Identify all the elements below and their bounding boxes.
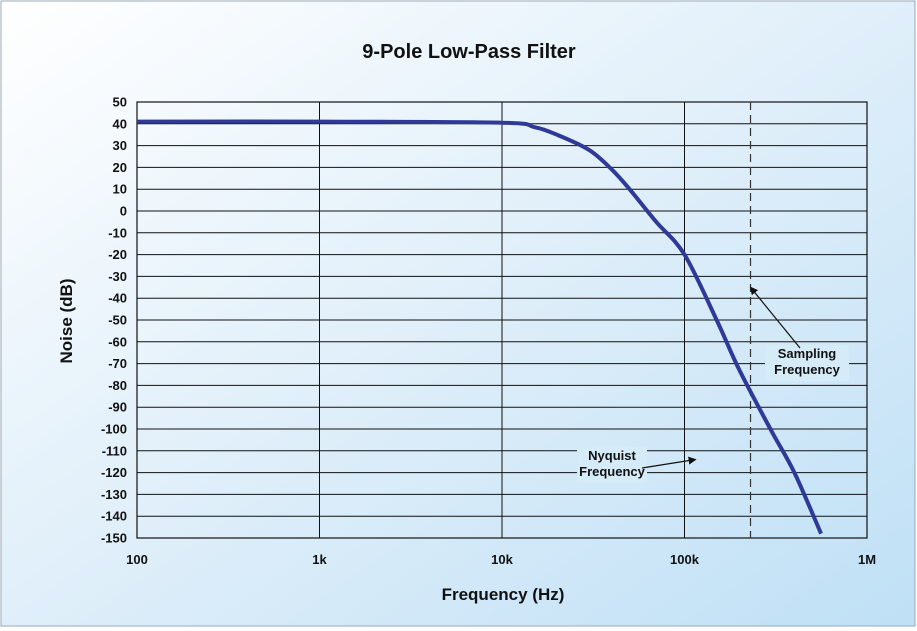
y-tick-label: -120 xyxy=(101,465,127,480)
y-tick-label: 50 xyxy=(113,95,127,110)
y-tick-label: -130 xyxy=(101,487,127,502)
y-tick-labels: 50 40 30 20 10 0 -10 -20 -30 -40 -50 -60 -70 -80 -90 -1… xyxy=(101,95,127,546)
annotation-text: Sampling xyxy=(778,346,837,361)
series-layer xyxy=(136,119,823,535)
y-tick-label: 30 xyxy=(113,138,127,153)
y-tick-label: -100 xyxy=(101,422,127,437)
y-tick-label: -10 xyxy=(108,225,127,240)
y-tick-label: -110 xyxy=(102,443,127,458)
y-axis-title: Noise (dB) xyxy=(57,279,76,364)
x-tick-label: 1k xyxy=(312,552,327,567)
y-tick-label: 20 xyxy=(113,160,127,175)
y-tick-label: -60 xyxy=(108,334,127,349)
x-tick-label: 1M xyxy=(858,552,876,567)
y-tick-label: 40 xyxy=(113,116,127,131)
y-tick-label: -90 xyxy=(108,400,127,415)
x-tick-labels: 100 1k 10k 100k 1M xyxy=(126,552,876,567)
y-tick-label: -140 xyxy=(101,509,127,524)
annotation-arrow xyxy=(641,456,697,469)
annotation-background xyxy=(577,447,647,483)
x-tick-label: 100k xyxy=(670,552,700,567)
y-tick-label: -70 xyxy=(108,356,127,371)
chart-title: 9-Pole Low-Pass Filter xyxy=(362,41,576,63)
y-tick-label: 0 xyxy=(120,204,127,219)
annotation-text: Nyquist xyxy=(588,448,636,463)
x-tick-label: 10k xyxy=(491,552,513,567)
annotation-text: Frequency xyxy=(579,464,646,479)
series-line xyxy=(136,119,823,535)
y-tick-label: -20 xyxy=(108,247,127,262)
grid xyxy=(136,101,868,539)
x-axis-title: Frequency (Hz) xyxy=(442,585,565,604)
annotation-text: Frequency xyxy=(774,362,841,377)
x-tick-label: 100 xyxy=(126,552,148,567)
plot-border xyxy=(136,101,868,539)
y-tick-label: -80 xyxy=(108,378,127,393)
y-tick-label: -30 xyxy=(108,269,127,284)
annotation-background xyxy=(765,345,849,381)
y-tick-label: 10 xyxy=(113,182,127,197)
y-tick-label: -50 xyxy=(108,313,127,328)
annotation-arrow xyxy=(749,286,801,349)
y-tick-label: -40 xyxy=(108,291,127,306)
y-tick-label: -150 xyxy=(101,531,127,546)
